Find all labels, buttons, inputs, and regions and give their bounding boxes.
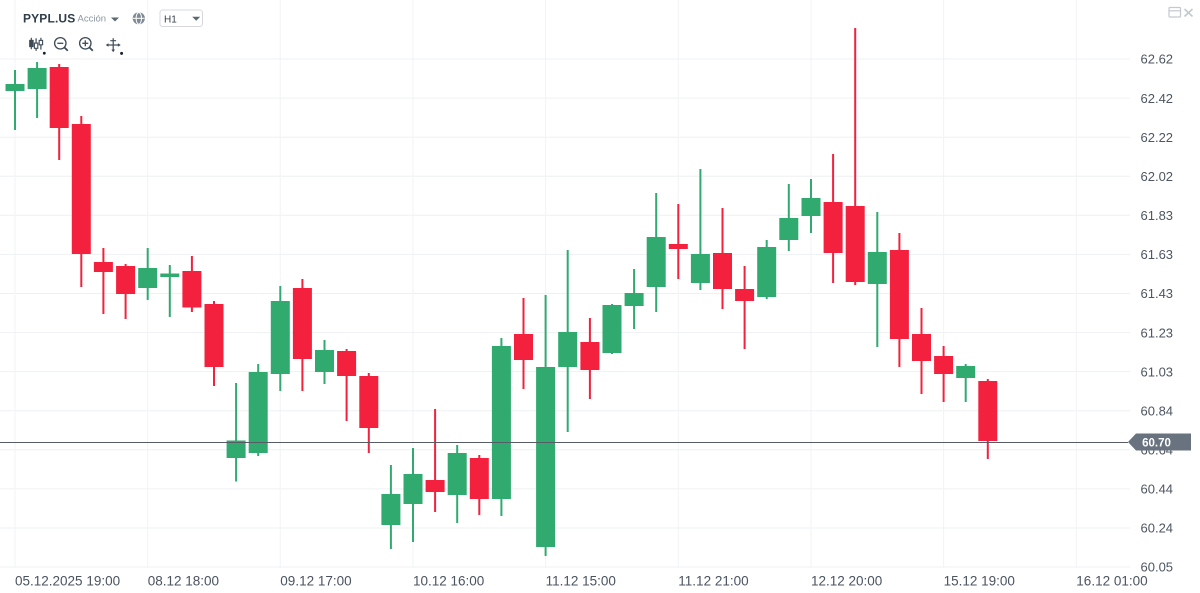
- svg-text:11.12 21:00: 11.12 21:00: [678, 574, 748, 589]
- svg-text:60.24: 60.24: [1141, 521, 1174, 536]
- svg-text:61.43: 61.43: [1141, 286, 1174, 301]
- svg-text:11.12 15:00: 11.12 15:00: [546, 574, 616, 589]
- svg-text:62.02: 62.02: [1141, 169, 1174, 184]
- svg-text:15.12 19:00: 15.12 19:00: [944, 574, 1015, 589]
- svg-text:05.12.2025 19:00: 05.12.2025 19:00: [15, 574, 120, 589]
- svg-text:61.23: 61.23: [1141, 325, 1174, 340]
- svg-text:61.03: 61.03: [1141, 364, 1174, 379]
- svg-text:Acción: Acción: [78, 14, 107, 25]
- svg-text:08.12 18:00: 08.12 18:00: [148, 574, 219, 589]
- svg-text:62.42: 62.42: [1141, 91, 1174, 106]
- svg-text:60.44: 60.44: [1141, 482, 1174, 497]
- svg-text:62.62: 62.62: [1141, 52, 1174, 67]
- svg-text:62.22: 62.22: [1141, 130, 1174, 145]
- svg-text:10.12 16:00: 10.12 16:00: [413, 574, 484, 589]
- svg-text:PYPL.US: PYPL.US: [23, 11, 75, 25]
- svg-text:H1: H1: [164, 14, 177, 25]
- svg-text:60.70: 60.70: [1142, 437, 1171, 449]
- svg-text:09.12 17:00: 09.12 17:00: [280, 574, 351, 589]
- svg-text:61.63: 61.63: [1141, 247, 1174, 262]
- svg-text:60.84: 60.84: [1141, 403, 1174, 418]
- svg-text:16.12 01:00: 16.12 01:00: [1076, 574, 1147, 589]
- svg-text:60.05: 60.05: [1141, 560, 1174, 575]
- svg-text:12.12 20:00: 12.12 20:00: [811, 574, 882, 589]
- svg-text:61.83: 61.83: [1141, 208, 1174, 223]
